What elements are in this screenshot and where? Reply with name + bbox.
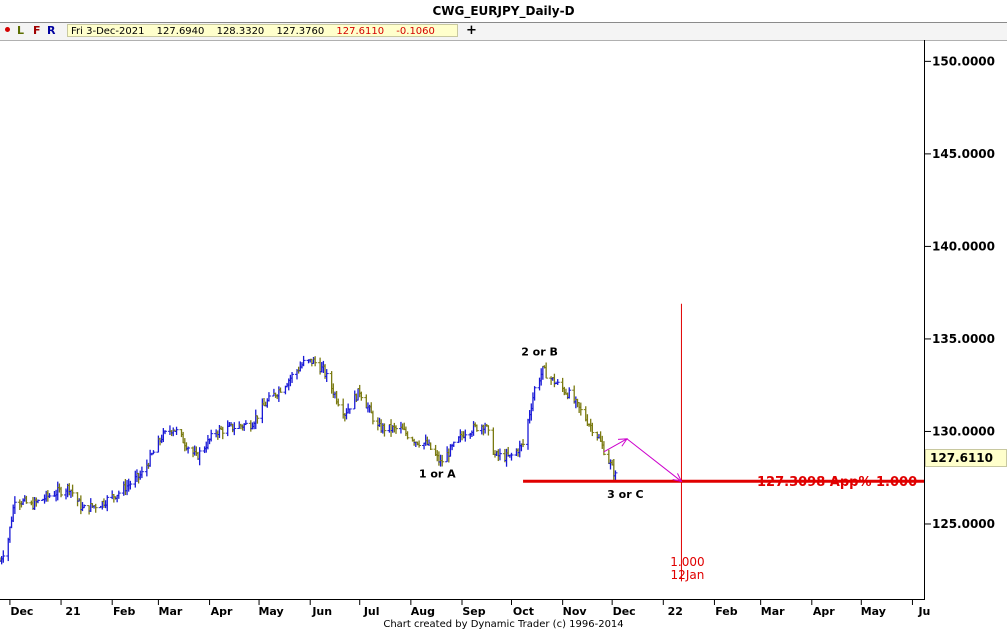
x-tick-label: 22	[668, 605, 683, 618]
y-tick-label: 135.0000	[932, 332, 995, 346]
x-tick-label: Ju	[917, 605, 930, 618]
wave-label: 3 or C	[607, 488, 643, 501]
wave-label: 2 or B	[521, 346, 558, 359]
projection-arrow	[626, 438, 682, 482]
arrow-head	[617, 438, 629, 447]
ohlc-low: 127.3760	[276, 26, 325, 37]
x-tick-label: May	[861, 605, 886, 618]
x-tick-label: Jun	[311, 605, 332, 618]
ohlc-close: 127.6110	[336, 26, 385, 37]
x-tick-label: Dec	[613, 605, 636, 618]
toolbar-r-button[interactable]: R	[47, 24, 56, 37]
x-tick-label: May	[258, 605, 283, 618]
time-target-date: 12Jan	[671, 568, 705, 582]
toolbar-f-button[interactable]: F	[33, 24, 41, 37]
x-tick-label: Feb	[113, 605, 136, 618]
projection-arrow	[603, 438, 628, 453]
status-dot-icon[interactable]	[5, 27, 10, 32]
x-tick-label: Jul	[363, 605, 380, 618]
time-target-ratio: 1.000	[670, 555, 704, 569]
ohlc-readout: Fri 3-Dec-2021 127.6940 128.3320 127.376…	[67, 24, 458, 37]
x-tick-label: Apr	[211, 605, 233, 618]
y-tick-label: 145.0000	[932, 147, 995, 161]
y-tick-label: 130.0000	[932, 424, 995, 438]
x-tick-label: Feb	[715, 605, 738, 618]
last-price-badge: 127.6110	[925, 449, 1007, 467]
wave-label: 1 or A	[419, 468, 456, 481]
y-tick-label: 125.0000	[932, 517, 995, 531]
footer-credit: Chart created by Dynamic Trader (c) 1996…	[383, 619, 624, 630]
x-tick-label: Dec	[10, 605, 33, 618]
x-tick-label: Sep	[462, 605, 485, 618]
ohlc-open: 127.6940	[156, 26, 205, 37]
projection-label: 127.3098 App% 1.000	[757, 475, 917, 490]
toolbar: L F R Fri 3-Dec-2021 127.6940 128.3320 1…	[0, 23, 1007, 41]
y-tick-label: 140.0000	[932, 239, 995, 253]
add-plus-icon[interactable]: +	[466, 23, 477, 38]
window-title: CWG_EURJPY_Daily-D	[0, 0, 1007, 23]
ohlc-high: 128.3320	[216, 26, 265, 37]
toolbar-l-button[interactable]: L	[17, 24, 25, 37]
x-tick-label: Mar	[761, 605, 785, 618]
x-tick-label: Apr	[813, 605, 835, 618]
ohlc-date: Fri 3-Dec-2021	[71, 26, 145, 37]
plot-area[interactable]	[0, 40, 925, 600]
x-tick-label: Aug	[411, 605, 435, 618]
x-tick-label: Nov	[563, 605, 588, 618]
x-tick-label: Mar	[159, 605, 183, 618]
y-tick-label: 150.0000	[932, 54, 995, 68]
ohlc-change: -0.1060	[396, 26, 435, 37]
arrow-head	[672, 473, 683, 483]
x-tick-label: 21	[65, 605, 80, 618]
x-tick-label: Oct	[513, 605, 534, 618]
